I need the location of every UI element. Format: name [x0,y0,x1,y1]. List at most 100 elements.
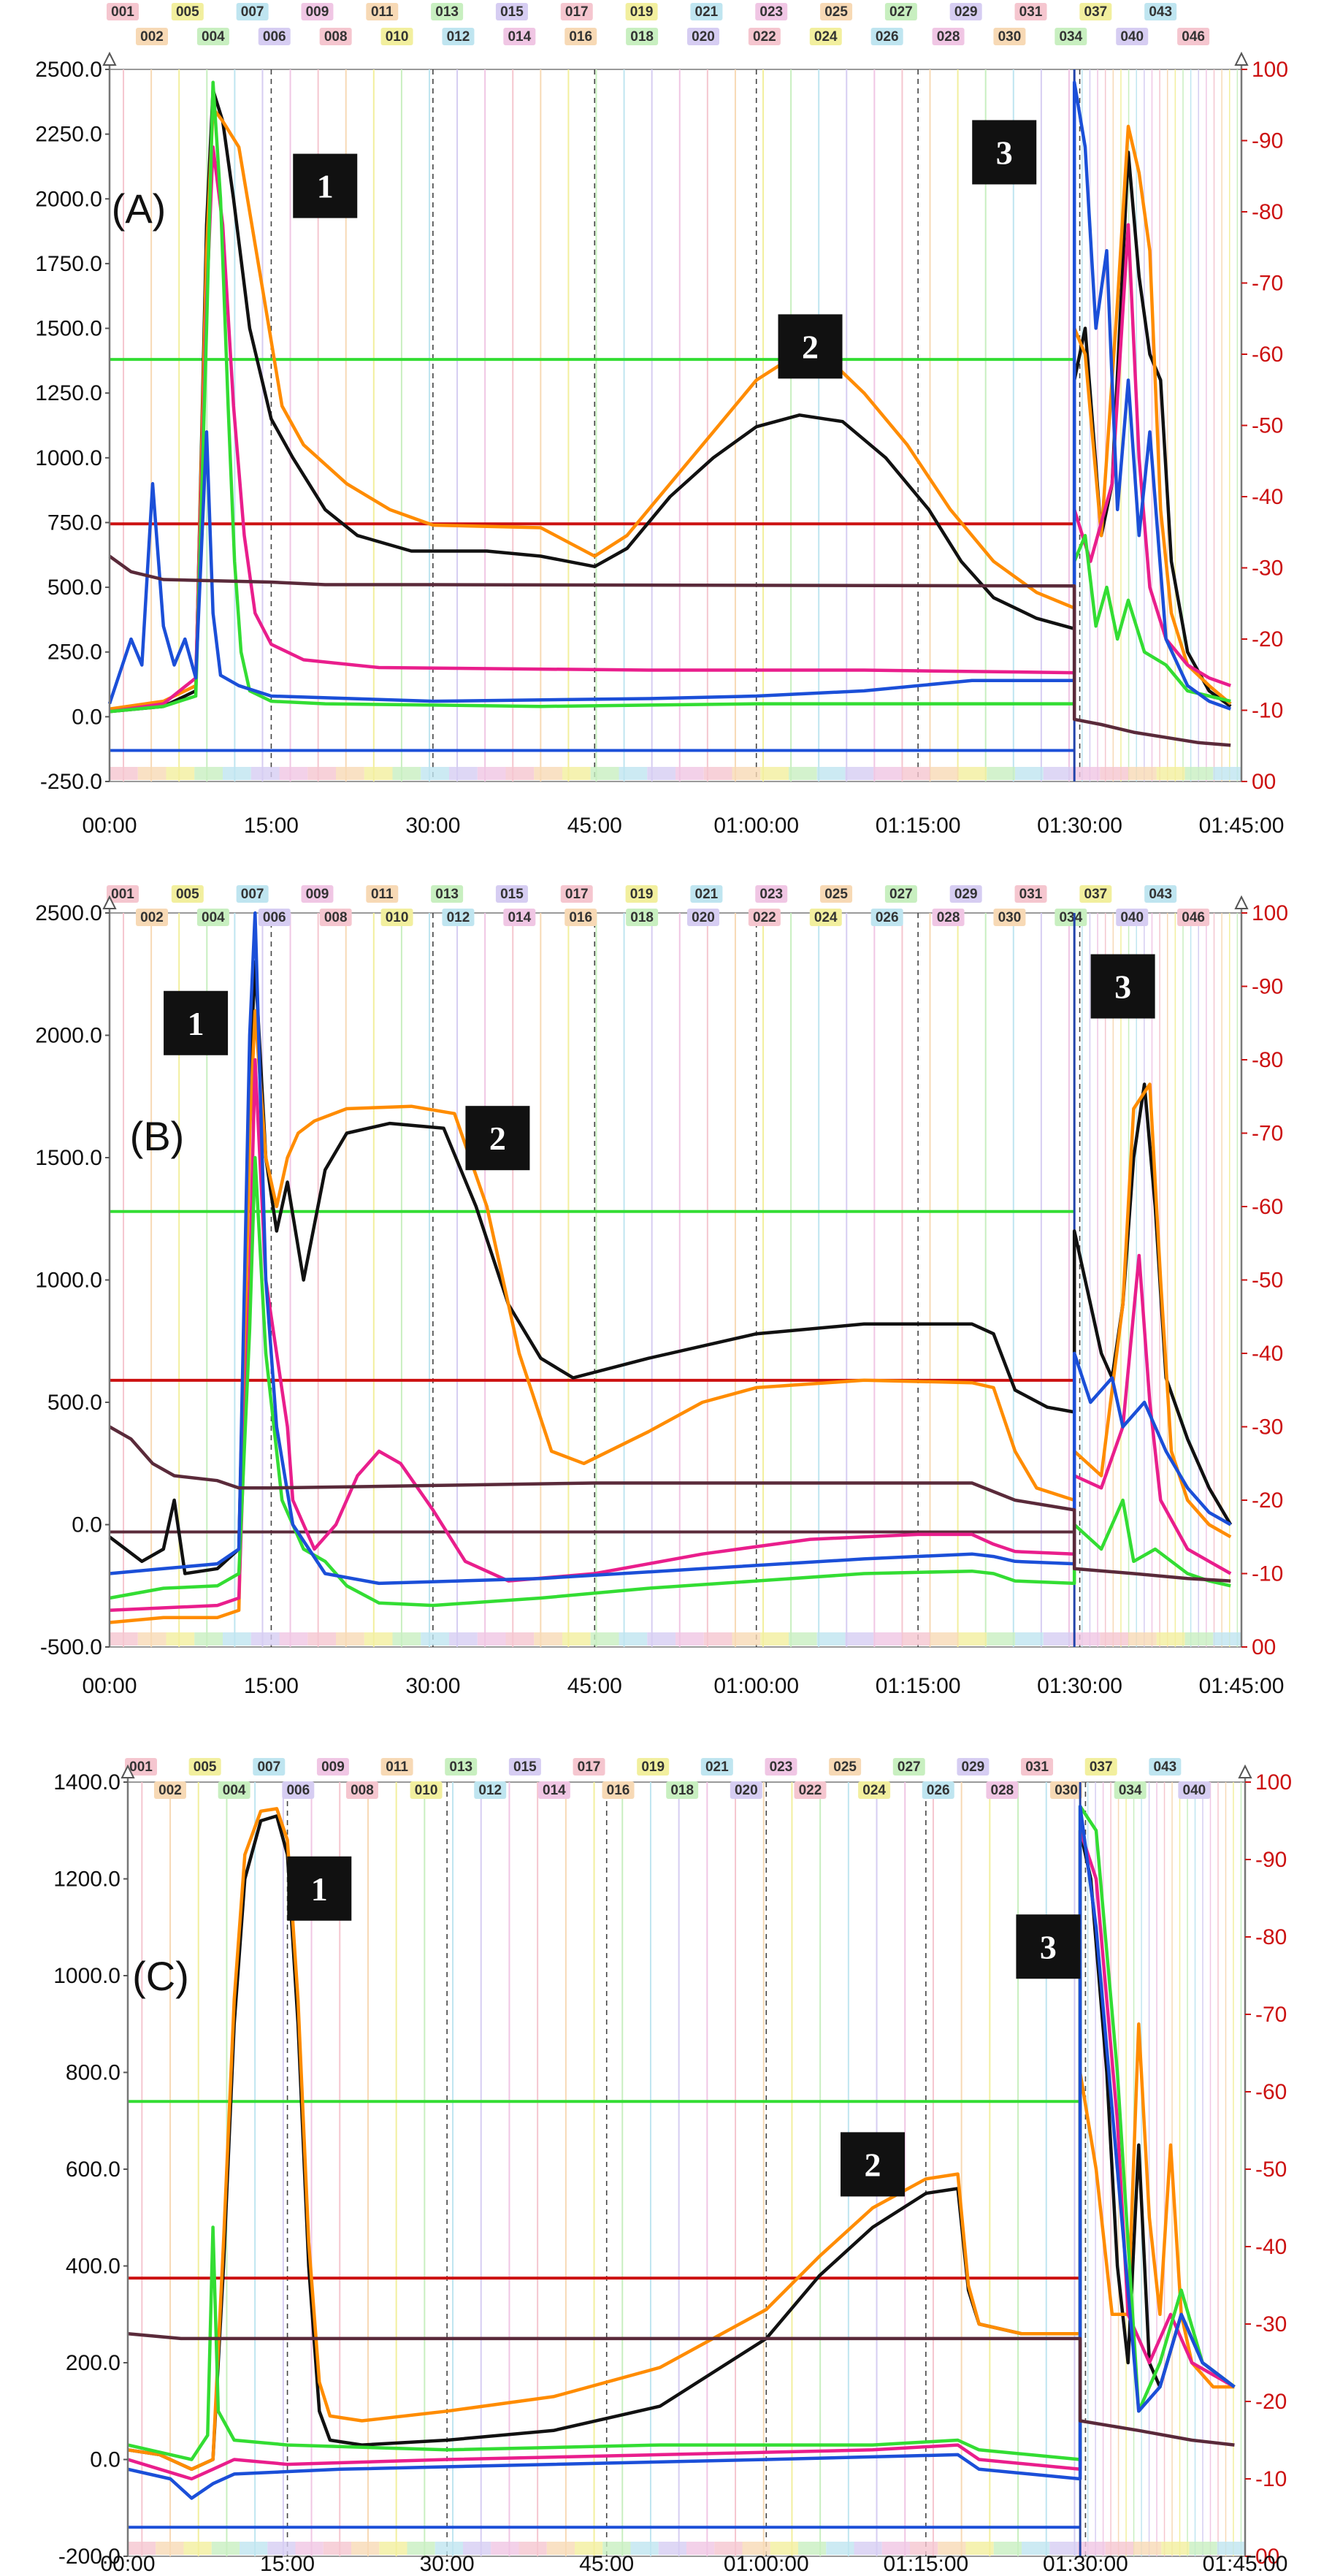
event-chip [829,1758,862,1776]
y-tick-label: 2250.0 [35,123,102,147]
axis-arrow-icon [1234,51,1249,66]
event-labels: 001 005 007 009 011 013 015 017 019 021 023 025 027 0… [125,1758,1211,1799]
event-chip-label: 001 [111,887,134,902]
right-tick-label: 100 [1252,901,1288,925]
event-chip-label: 018 [630,29,654,45]
event-chip [884,885,917,903]
y-tick-label: 0.0 [90,2448,120,2472]
event-chip [1014,885,1047,903]
event-chip [560,885,593,903]
event-chip-label: 023 [759,4,783,20]
strip-cell [392,767,421,780]
y-tick-label: 1000.0 [53,1964,120,1988]
event-strip [110,767,1241,780]
strip-cell [619,1632,648,1646]
series-line-magenta [109,145,1231,714]
event-chip-label: 027 [889,887,913,902]
series-line-brown [108,554,1231,747]
phase-marker-label: 1 [317,168,334,205]
y-tick-label: 750.0 [47,511,102,535]
strip-cell [546,2542,575,2555]
event-lines [123,69,1239,781]
strip-cell [364,767,393,780]
strip-cell [873,767,902,780]
event-chip [136,909,168,926]
event-chip [258,28,291,45]
strip-cell [1156,1632,1185,1646]
strip-cell [449,1632,478,1646]
y-tick-label: -500.0 [40,1635,102,1659]
panel-b: 001 005 007 009 011 013 015 017 019 021 023 025 027 0… [35,885,1288,1698]
event-chip-label: 030 [998,29,1022,45]
event-chip-label: 010 [415,1783,438,1798]
event-chip [537,1781,570,1799]
x-tick-label: 15:00 [244,814,299,838]
event-chip-label: 012 [478,1783,502,1798]
right-tick-label: -20 [1252,627,1283,651]
event-chip [503,909,536,926]
event-chip [171,885,204,903]
x-tick-label: 45:00 [567,814,622,838]
strip-cell [760,767,789,780]
strip-cell [987,767,1015,780]
x-tick-label: 01:15:00 [876,814,961,838]
phase-marker-box [287,1856,352,1921]
phase-marker-box [465,1106,530,1171]
series-line-brown [108,1425,1231,1583]
y-tick-label: 500.0 [47,1391,102,1415]
event-labels: 001 005 007 009 011 013 015 017 019 021 023 025 027 0… [107,3,1210,45]
strip-cell [407,2542,435,2555]
event-chip-label: 009 [306,887,329,902]
right-tick-label: -50 [1255,2158,1287,2182]
right-tick-label: -20 [1252,1488,1283,1513]
event-chip-label: 018 [630,910,654,925]
phase-marker-label: 3 [1114,968,1131,1006]
y-tick-label: 800.0 [66,2061,120,2085]
event-chip [564,909,597,926]
strip-cell [647,1632,675,1646]
event-chip [870,28,903,45]
panel-a: 001 005 007 009 011 013 015 017 019 021 023 025 027 0… [35,3,1288,838]
strip-cell [518,2542,547,2555]
strip-cell [562,767,591,780]
strip-cell [351,2542,380,2555]
event-chip [820,3,853,20]
event-chip-label: 002 [158,1783,182,1798]
strip-cell [630,2542,659,2555]
phase-marker-box [293,153,358,218]
event-chip [495,885,528,903]
strip-cell [211,2542,240,2555]
strip-cell [336,1632,364,1646]
strip-cell [789,767,817,780]
event-chip [380,1758,413,1776]
event-chip [765,1758,797,1776]
event-chip [1177,28,1210,45]
right-tick-label: 100 [1252,58,1288,82]
strip-cell [279,767,308,780]
x-tick-label: 00:00 [82,1674,137,1698]
event-chip [196,909,229,926]
event-chip-label: 020 [692,910,715,925]
event-chip-label: 014 [508,29,531,45]
strip-cell [183,2542,212,2555]
event-chip [1116,28,1149,45]
strip-cell [279,1632,308,1646]
event-chip [236,885,269,903]
event-chip [107,885,139,903]
event-chip-label: 012 [447,29,470,45]
strip-cell [732,1632,761,1646]
event-chip [107,3,139,20]
event-chip-label: 008 [351,1783,374,1798]
event-chip [986,1781,1019,1799]
event-chip-label: 034 [1119,1783,1142,1798]
strip-cell [930,767,959,780]
event-chip [236,3,269,20]
series-line-black [109,88,1232,714]
x-tick-label: 15:00 [244,1674,299,1698]
event-chip-label: 015 [500,4,524,20]
plot-area [109,69,1242,782]
event-chip-label: 026 [876,29,899,45]
panel-label: (A) [112,186,166,232]
strip-cell [1128,1632,1157,1646]
